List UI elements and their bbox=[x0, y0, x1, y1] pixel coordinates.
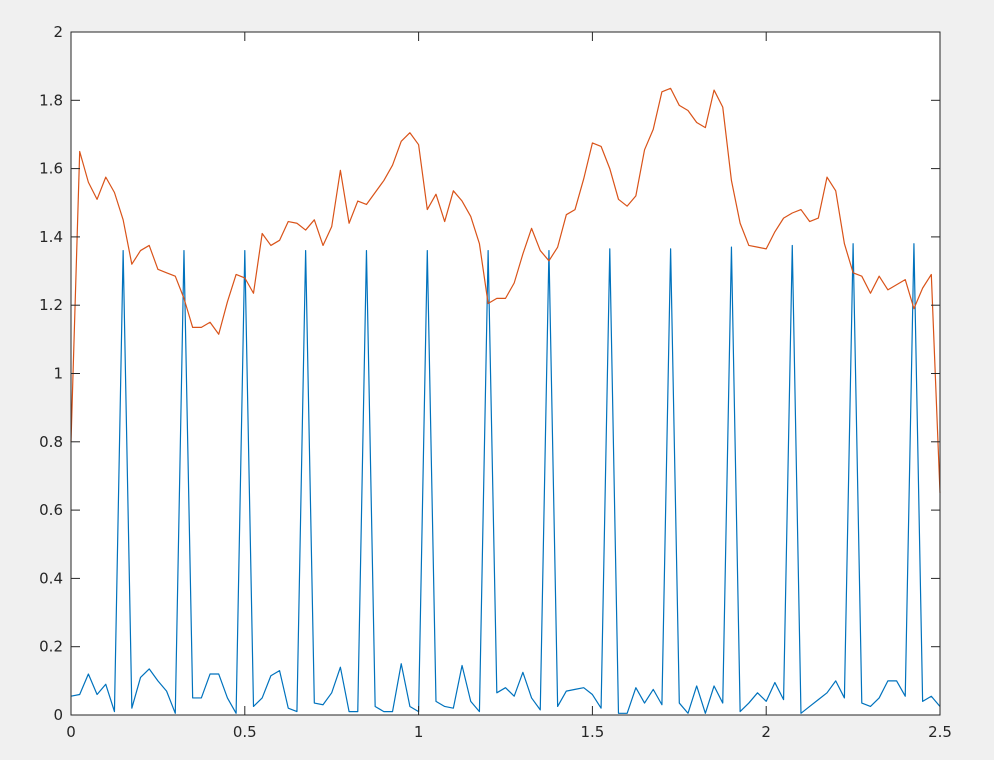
y-tick-label: 1.4 bbox=[39, 228, 63, 246]
data-line bbox=[70, 243, 941, 714]
y-tick-label: 0.4 bbox=[39, 569, 63, 587]
y-tick-label: 1.6 bbox=[39, 160, 63, 178]
y-tick-label: 2 bbox=[53, 23, 63, 41]
x-tick-label: 1 bbox=[414, 723, 424, 741]
y-tick-label: 1.8 bbox=[39, 91, 63, 109]
x-tick-label: 1.5 bbox=[580, 723, 604, 741]
y-tick-label: 0 bbox=[53, 706, 63, 724]
y-tick-label: 0.6 bbox=[39, 501, 63, 519]
axes-background bbox=[71, 32, 940, 715]
data-line bbox=[70, 87, 941, 494]
y-tick-label: 1.2 bbox=[39, 296, 63, 314]
x-tick-label: 0.5 bbox=[233, 723, 257, 741]
x-tick-label: 2.5 bbox=[928, 723, 952, 741]
x-tick-label: 2 bbox=[761, 723, 771, 741]
y-tick-label: 0.8 bbox=[39, 433, 63, 451]
y-tick-label: 1 bbox=[53, 365, 63, 383]
y-tick-label: 0.2 bbox=[39, 638, 63, 656]
x-tick-label: 0 bbox=[66, 723, 76, 741]
